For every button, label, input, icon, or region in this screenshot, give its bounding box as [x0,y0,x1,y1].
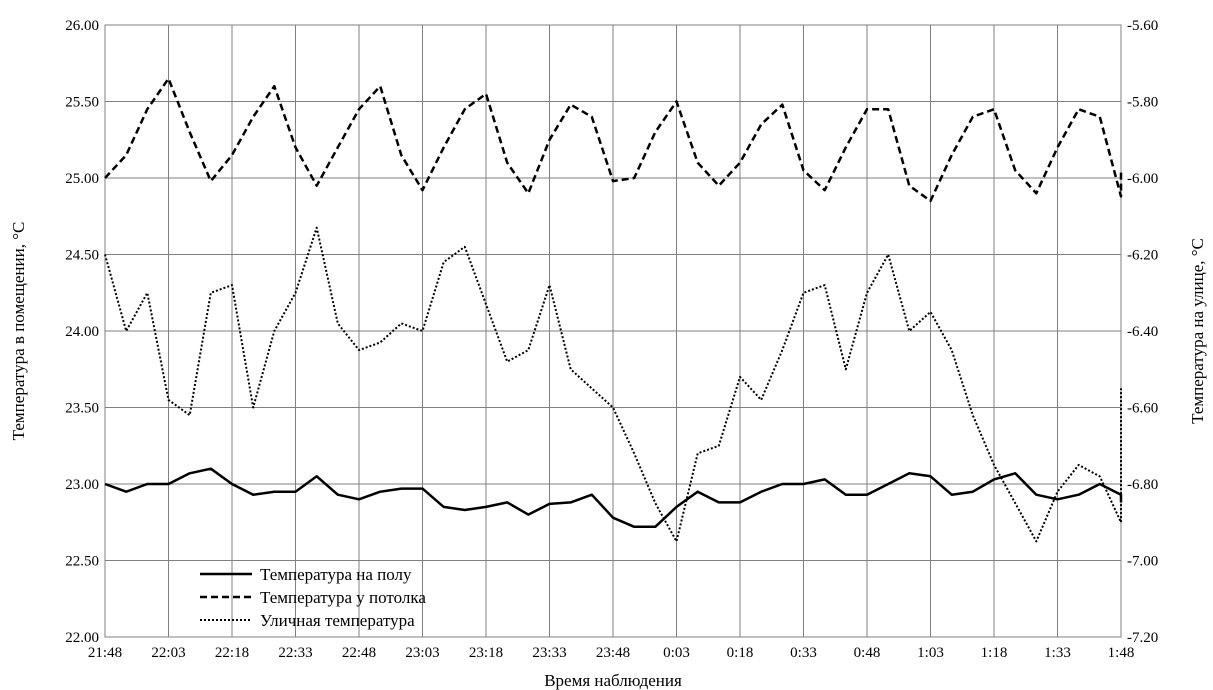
x-tick-label: 1:18 [981,645,1008,661]
x-tick-label: 0:33 [790,645,817,661]
right-tick-label: -5.60 [1127,18,1158,34]
right-tick-label: -6.80 [1127,477,1158,493]
left-tick-label: 23.00 [65,477,99,493]
series-line-floor [104,467,1123,529]
series-layer [104,77,1123,543]
left-tick-label: 24.00 [65,324,99,340]
x-tick-label: 23:03 [405,645,439,661]
left-axis-ticks: 22.00 22.50 23.00 23.50 24.00 24.50 25.00 25.50… [65,18,99,646]
x-axis-ticks: 21:48 22:03 22:18 22:33 22:48 23:03 23:18 23:33… [88,645,1134,661]
left-y-axis-title: Температура в помещении, °С [9,222,28,441]
right-tick-label: -7.20 [1127,630,1158,646]
chart-grid [104,24,1122,638]
x-tick-label: 22:33 [278,645,312,661]
x-axis-title: Время наблюдения [544,671,682,690]
left-tick-label: 22.00 [65,630,99,646]
x-tick-label: 22:48 [342,645,376,661]
x-tick-label: 0:18 [727,645,754,661]
right-axis-ticks: -7.20 -7.00 -6.80 -6.60 -6.40 -6.20 -6.00 -5.80… [1127,18,1158,646]
legend: Температура на полу Температура у потолк… [200,565,426,630]
x-tick-label: 1:48 [1108,645,1135,661]
left-tick-label: 23.50 [65,401,99,417]
x-tick-label: 23:33 [532,645,566,661]
right-tick-label: -5.80 [1127,95,1158,111]
x-tick-label: 22:03 [151,645,185,661]
x-tick-label: 21:48 [88,645,122,661]
left-tick-label: 22.50 [65,554,99,570]
legend-label-floor: Температура на полу [260,565,412,584]
x-tick-label: 1:33 [1044,645,1071,661]
right-tick-label: -6.20 [1127,248,1158,264]
right-tick-label: -6.00 [1127,171,1158,187]
left-tick-label: 26.00 [65,18,99,34]
right-y-axis-title: Температура на улице, °С [1188,238,1207,424]
x-tick-label: 23:18 [469,645,503,661]
left-tick-label: 25.00 [65,171,99,187]
series-line-outdoor [104,226,1122,543]
x-tick-label: 22:18 [215,645,249,661]
left-tick-label: 25.50 [65,95,99,111]
right-tick-label: -6.40 [1127,324,1158,340]
x-tick-label: 1:03 [917,645,944,661]
left-tick-label: 24.50 [65,248,99,264]
series-line-ceiling [104,77,1123,203]
x-tick-label: 0:48 [854,645,881,661]
legend-label-outdoor: Уличная температура [260,611,415,630]
plot-area-border [104,24,1122,638]
legend-label-ceiling: Температура у потолка [260,588,426,607]
right-tick-label: -7.00 [1127,554,1158,570]
x-tick-label: 23:48 [596,645,630,661]
right-tick-label: -6.60 [1127,401,1158,417]
x-tick-label: 0:03 [663,645,690,661]
